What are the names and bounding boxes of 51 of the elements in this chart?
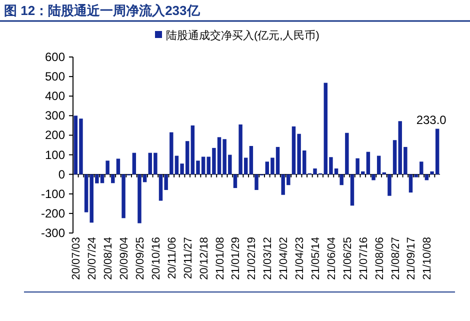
x-tick-label: 21/08/06 [374, 237, 386, 280]
y-tick-label: 400 [44, 89, 66, 104]
y-tick-label: -300 [40, 226, 66, 240]
x-tick-label: 20/07/03 [70, 237, 83, 280]
bar [350, 174, 354, 206]
bar [366, 152, 370, 174]
y-tick-label: 300 [44, 108, 66, 123]
x-tick-label: 21/10/08 [422, 237, 434, 280]
bar [116, 158, 120, 174]
chart-title: 图 12：陆股通近一周净流入233亿 [4, 3, 201, 18]
x-tick-label: 21/08/27 [390, 237, 402, 280]
bar [233, 174, 238, 188]
bar [372, 174, 376, 180]
data-label: 233.0 [416, 112, 447, 127]
y-tick-label: 200 [44, 128, 66, 142]
x-tick-label: 21/09/17 [406, 237, 418, 280]
bar [420, 162, 424, 174]
bar [249, 146, 254, 174]
x-tick-label: 21/04/02 [278, 237, 290, 280]
x-tick-label: 20/07/24 [86, 237, 99, 280]
legend-label: 陆股通成交净买入(亿元,人民币) [166, 29, 320, 42]
bar [345, 132, 349, 174]
bar [376, 156, 381, 174]
x-tick-label: 21/04/23 [294, 237, 306, 280]
x-tick-label: 20/09/25 [134, 237, 146, 280]
x-tick-label: 21/01/29 [230, 237, 242, 280]
bar [388, 174, 392, 196]
x-tick-label: 21/07/16 [358, 237, 370, 280]
y-tick-label: 600 [44, 50, 66, 64]
x-tick-label: 20/08/14 [102, 237, 115, 280]
y-tick-label: -200 [40, 206, 66, 220]
bar [106, 160, 110, 174]
x-tick-label: 20/12/18 [198, 237, 210, 280]
x-tick-label: 20/11/06 [166, 237, 178, 280]
bar [111, 174, 115, 184]
x-tick-label: 21/02/19 [246, 237, 258, 280]
bar [132, 152, 136, 174]
x-tick-label: 21/01/08 [214, 237, 226, 280]
x-tick-label: 21/05/14 [310, 237, 322, 280]
x-tick-label: 20/09/04 [118, 237, 131, 280]
y-tick-label: 100 [44, 148, 66, 162]
bar [340, 174, 344, 186]
x-tick-label: 20/11/27 [182, 237, 194, 280]
y-tick-label: 500 [44, 70, 66, 84]
bar [84, 174, 88, 212]
y-tick-label: 0 [58, 167, 66, 182]
x-tick-label: 21/06/04 [326, 237, 338, 280]
x-tick-label: 21/03/12 [262, 237, 274, 280]
x-tick-label: 21/06/25 [342, 237, 354, 280]
x-tick-label: 20/10/16 [150, 237, 162, 280]
y-tick-label: -100 [40, 186, 66, 201]
